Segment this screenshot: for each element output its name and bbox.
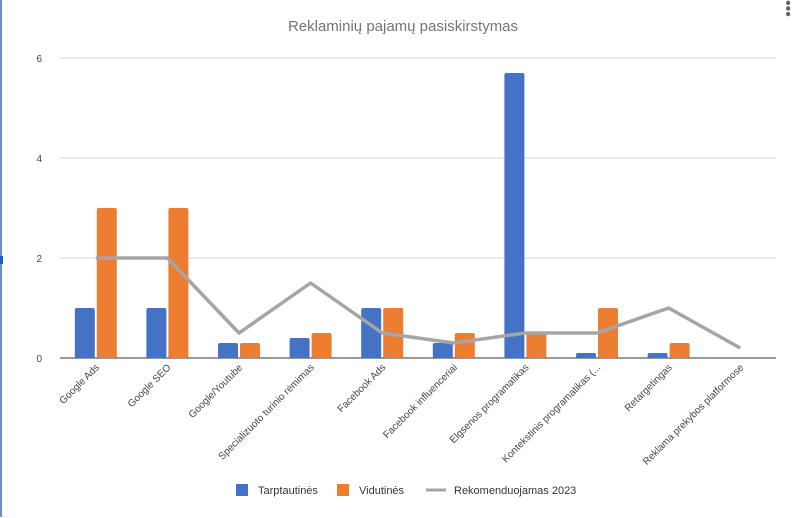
- legend: Tarptautinės Vidutinės Rekomenduojamas 202…: [236, 484, 576, 497]
- bar: [240, 343, 260, 358]
- edge-marker: [0, 256, 3, 264]
- legend-label: Tarptautinės: [258, 485, 318, 497]
- line-series: [95, 256, 742, 350]
- bar: [74, 308, 95, 358]
- bar: [311, 333, 332, 358]
- bar: [96, 208, 117, 358]
- y-tick-labels: 0 2 4 6: [36, 54, 42, 365]
- y-tick-label: 0: [36, 354, 42, 365]
- x-tick-label: Google Ads: [58, 362, 102, 406]
- x-tick-labels: Google Ads Google SEO Google/YoutubeSpecia…: [58, 362, 747, 468]
- bar: [146, 308, 167, 358]
- chart-title: Reklaminių pajamų pasiskirstymas: [288, 18, 518, 35]
- legend-label: Vidutinės: [359, 485, 405, 497]
- y-tick-label: 6: [36, 54, 42, 65]
- bar: [669, 343, 690, 358]
- bar: [576, 353, 596, 358]
- series-line: [95, 256, 742, 350]
- bar: [454, 333, 475, 358]
- legend-swatch: [236, 484, 248, 496]
- grid-lines: [60, 57, 776, 359]
- y-tick-label: 2: [36, 254, 42, 265]
- x-tick-label: Google/Youtube: [187, 362, 246, 421]
- legend-label: Rekomenduojamas 2023: [454, 485, 576, 497]
- x-tick-label: Retargetingas: [623, 362, 675, 414]
- bar: [361, 308, 382, 358]
- x-tick-label: Facebook influenceriai: [381, 362, 460, 441]
- bar: [598, 308, 618, 358]
- bar: [526, 333, 547, 358]
- bar: [647, 353, 668, 358]
- bar: [289, 338, 310, 358]
- x-tick-label: Google SEO: [126, 362, 174, 410]
- bar: [504, 73, 525, 358]
- bar: [218, 343, 238, 358]
- y-tick-label: 4: [36, 154, 42, 165]
- bar: [168, 208, 189, 358]
- bar: [432, 343, 453, 358]
- x-tick-label: Facebook Ads: [336, 362, 389, 415]
- x-tick-label: Elgsenos programatikas: [448, 362, 532, 446]
- legend-swatch: [337, 484, 349, 496]
- bars: [74, 73, 690, 358]
